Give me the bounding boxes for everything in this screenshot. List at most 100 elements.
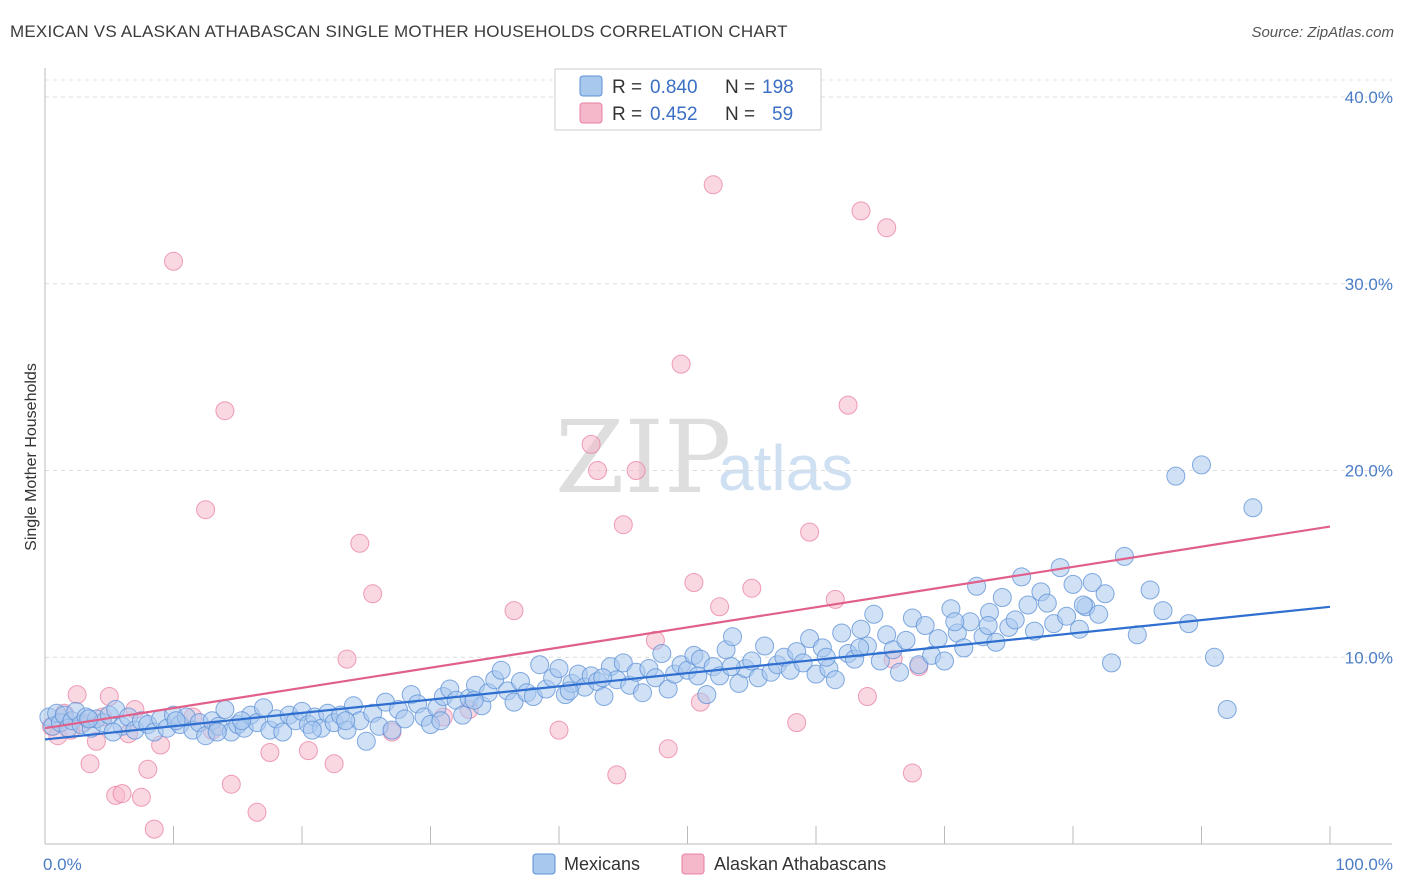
bottom-legend-label-mexicans: Mexicans	[564, 854, 640, 874]
legend-r-label-mexicans: R =	[612, 77, 642, 98]
mexicans-point-139	[909, 655, 929, 675]
legend-n-label-mexicans: N =	[725, 77, 755, 98]
mexicans-point-115	[755, 636, 775, 656]
mexicans-point-96	[633, 683, 652, 703]
legend-n-label-athabascans: N =	[725, 104, 755, 125]
mexicans-point-140	[915, 616, 935, 635]
mexicans-point-164	[1069, 619, 1089, 639]
mexicans-point-172	[1140, 580, 1160, 600]
tick-labels: 10.0% 20.0% 30.0% 40.0% 0.0% 100.0%	[43, 88, 1393, 874]
mexicans-point-189	[207, 722, 227, 742]
mexicans-point-177	[1204, 647, 1224, 667]
bottom-legend-swatch-mexicans	[532, 853, 556, 875]
athabascans-point-55	[877, 218, 897, 238]
athabascans-point-47	[710, 597, 730, 617]
legend-swatch-mexicans	[579, 75, 603, 97]
mexicans-point-174	[1166, 466, 1186, 486]
mexicans-point-93	[613, 653, 633, 673]
trend-lines	[44, 525, 1331, 741]
bottom-legend-label-athabascans: Alaskan Athabascans	[714, 854, 886, 874]
mexicans-point-187	[1073, 595, 1093, 615]
mexicans-point-126	[825, 670, 845, 690]
athabascans-point-27	[324, 754, 344, 774]
athabascans-point-48	[742, 578, 762, 598]
series-athabascans	[41, 175, 929, 839]
mexicans-point-53	[356, 731, 376, 751]
athabascans-point-40	[626, 461, 646, 480]
y-tick-label-1: 20.0%	[1345, 462, 1393, 481]
athabascans-point-37	[588, 461, 607, 480]
mexicans-point-142	[928, 629, 948, 649]
y-tick-label-3: 40.0%	[1345, 88, 1393, 107]
y-axis-label: Single Mother Households	[23, 363, 40, 551]
athabascans-point-30	[363, 584, 383, 604]
mexicans-point-163	[1063, 574, 1083, 594]
athabascans-point-11	[112, 784, 132, 804]
mexicans-point-182	[431, 711, 451, 731]
athabascans-point-24	[247, 802, 267, 822]
legend-r-value-mexicans: 0.840	[650, 77, 698, 98]
mexicans-point-146	[954, 638, 974, 658]
athabascans-point-53	[851, 201, 871, 221]
mexicans-point-132	[864, 604, 884, 624]
mexicans-point-194	[850, 638, 870, 658]
legend-r-value-athabascans: 0.452	[650, 104, 698, 125]
mexicans-point-130	[851, 619, 871, 639]
athabascans-point-6	[80, 754, 100, 774]
athabascans-point-35	[549, 720, 569, 740]
legend-swatch-athabascans	[579, 102, 603, 124]
athabascans-point-28	[337, 649, 357, 669]
x-tick-label-1: 100.0%	[1335, 855, 1393, 874]
athabascans-point-22	[215, 401, 235, 421]
athabascans-point-34	[504, 601, 524, 621]
watermark-zip: ZIP	[555, 399, 731, 516]
mexicans-point-157	[1025, 621, 1044, 641]
watermark-atlas: atlas	[718, 432, 853, 504]
mexicans-point-188	[79, 709, 99, 729]
mexicans-point-173	[1153, 601, 1173, 621]
mexicans-point-175	[1179, 614, 1199, 634]
mexicans-point-80	[530, 655, 550, 675]
athabascans-point-23	[221, 774, 241, 794]
mexicans-point-106	[697, 685, 717, 705]
mexicans-point-143	[935, 651, 954, 671]
mexicans-point-127	[832, 623, 852, 643]
mexicans-point-31	[215, 700, 235, 719]
athabascans-point-49	[787, 713, 807, 733]
mexicans-point-167	[1089, 604, 1109, 624]
athabascans-point-14	[131, 787, 151, 807]
mexicans-point-74	[491, 660, 511, 680]
y-tick-label-0: 10.0%	[1345, 648, 1393, 667]
mexicans-point-184	[688, 666, 708, 686]
mexicans-point-59	[395, 709, 415, 729]
athabascans-point-46	[703, 175, 723, 195]
mexicans-point-181	[302, 720, 322, 740]
mexicans-point-57	[382, 720, 402, 740]
mexicans-point-192	[593, 668, 613, 688]
trend-line-athabascans	[44, 525, 1331, 730]
mexicans-point-110	[723, 627, 742, 647]
trend-line-mexicans	[44, 605, 1331, 741]
mexicans-point-137	[896, 630, 916, 650]
mexicans-point-195	[978, 616, 998, 635]
legend-n-value-athabascans: 59	[772, 104, 793, 125]
mexicans-point-170	[1114, 546, 1134, 566]
stats-legend: R = 0.840 N = 198 R = 0.452 N = 59	[554, 68, 822, 131]
y-tick-label-2: 30.0%	[1345, 275, 1393, 294]
mexicans-point-152	[992, 588, 1012, 607]
grid-lines	[45, 79, 1392, 658]
mexicans-point-122	[800, 629, 820, 649]
athabascans-point-16	[144, 819, 164, 839]
mexicans-point-68	[453, 705, 473, 725]
athabascans-point-42	[658, 739, 678, 759]
mexicans-point-168	[1095, 584, 1115, 604]
mexicans-point-76	[504, 692, 524, 712]
mexicans-point-99	[652, 644, 672, 663]
athabascans-point-15	[138, 759, 158, 779]
athabascans-point-29	[350, 533, 370, 553]
mexicans-point-156	[1018, 595, 1038, 615]
legend-n-value-mexicans: 198	[762, 77, 794, 98]
athabascans-point-18	[164, 251, 183, 271]
athabascans-point-38	[607, 765, 627, 785]
mexicans-point-171	[1127, 625, 1147, 645]
